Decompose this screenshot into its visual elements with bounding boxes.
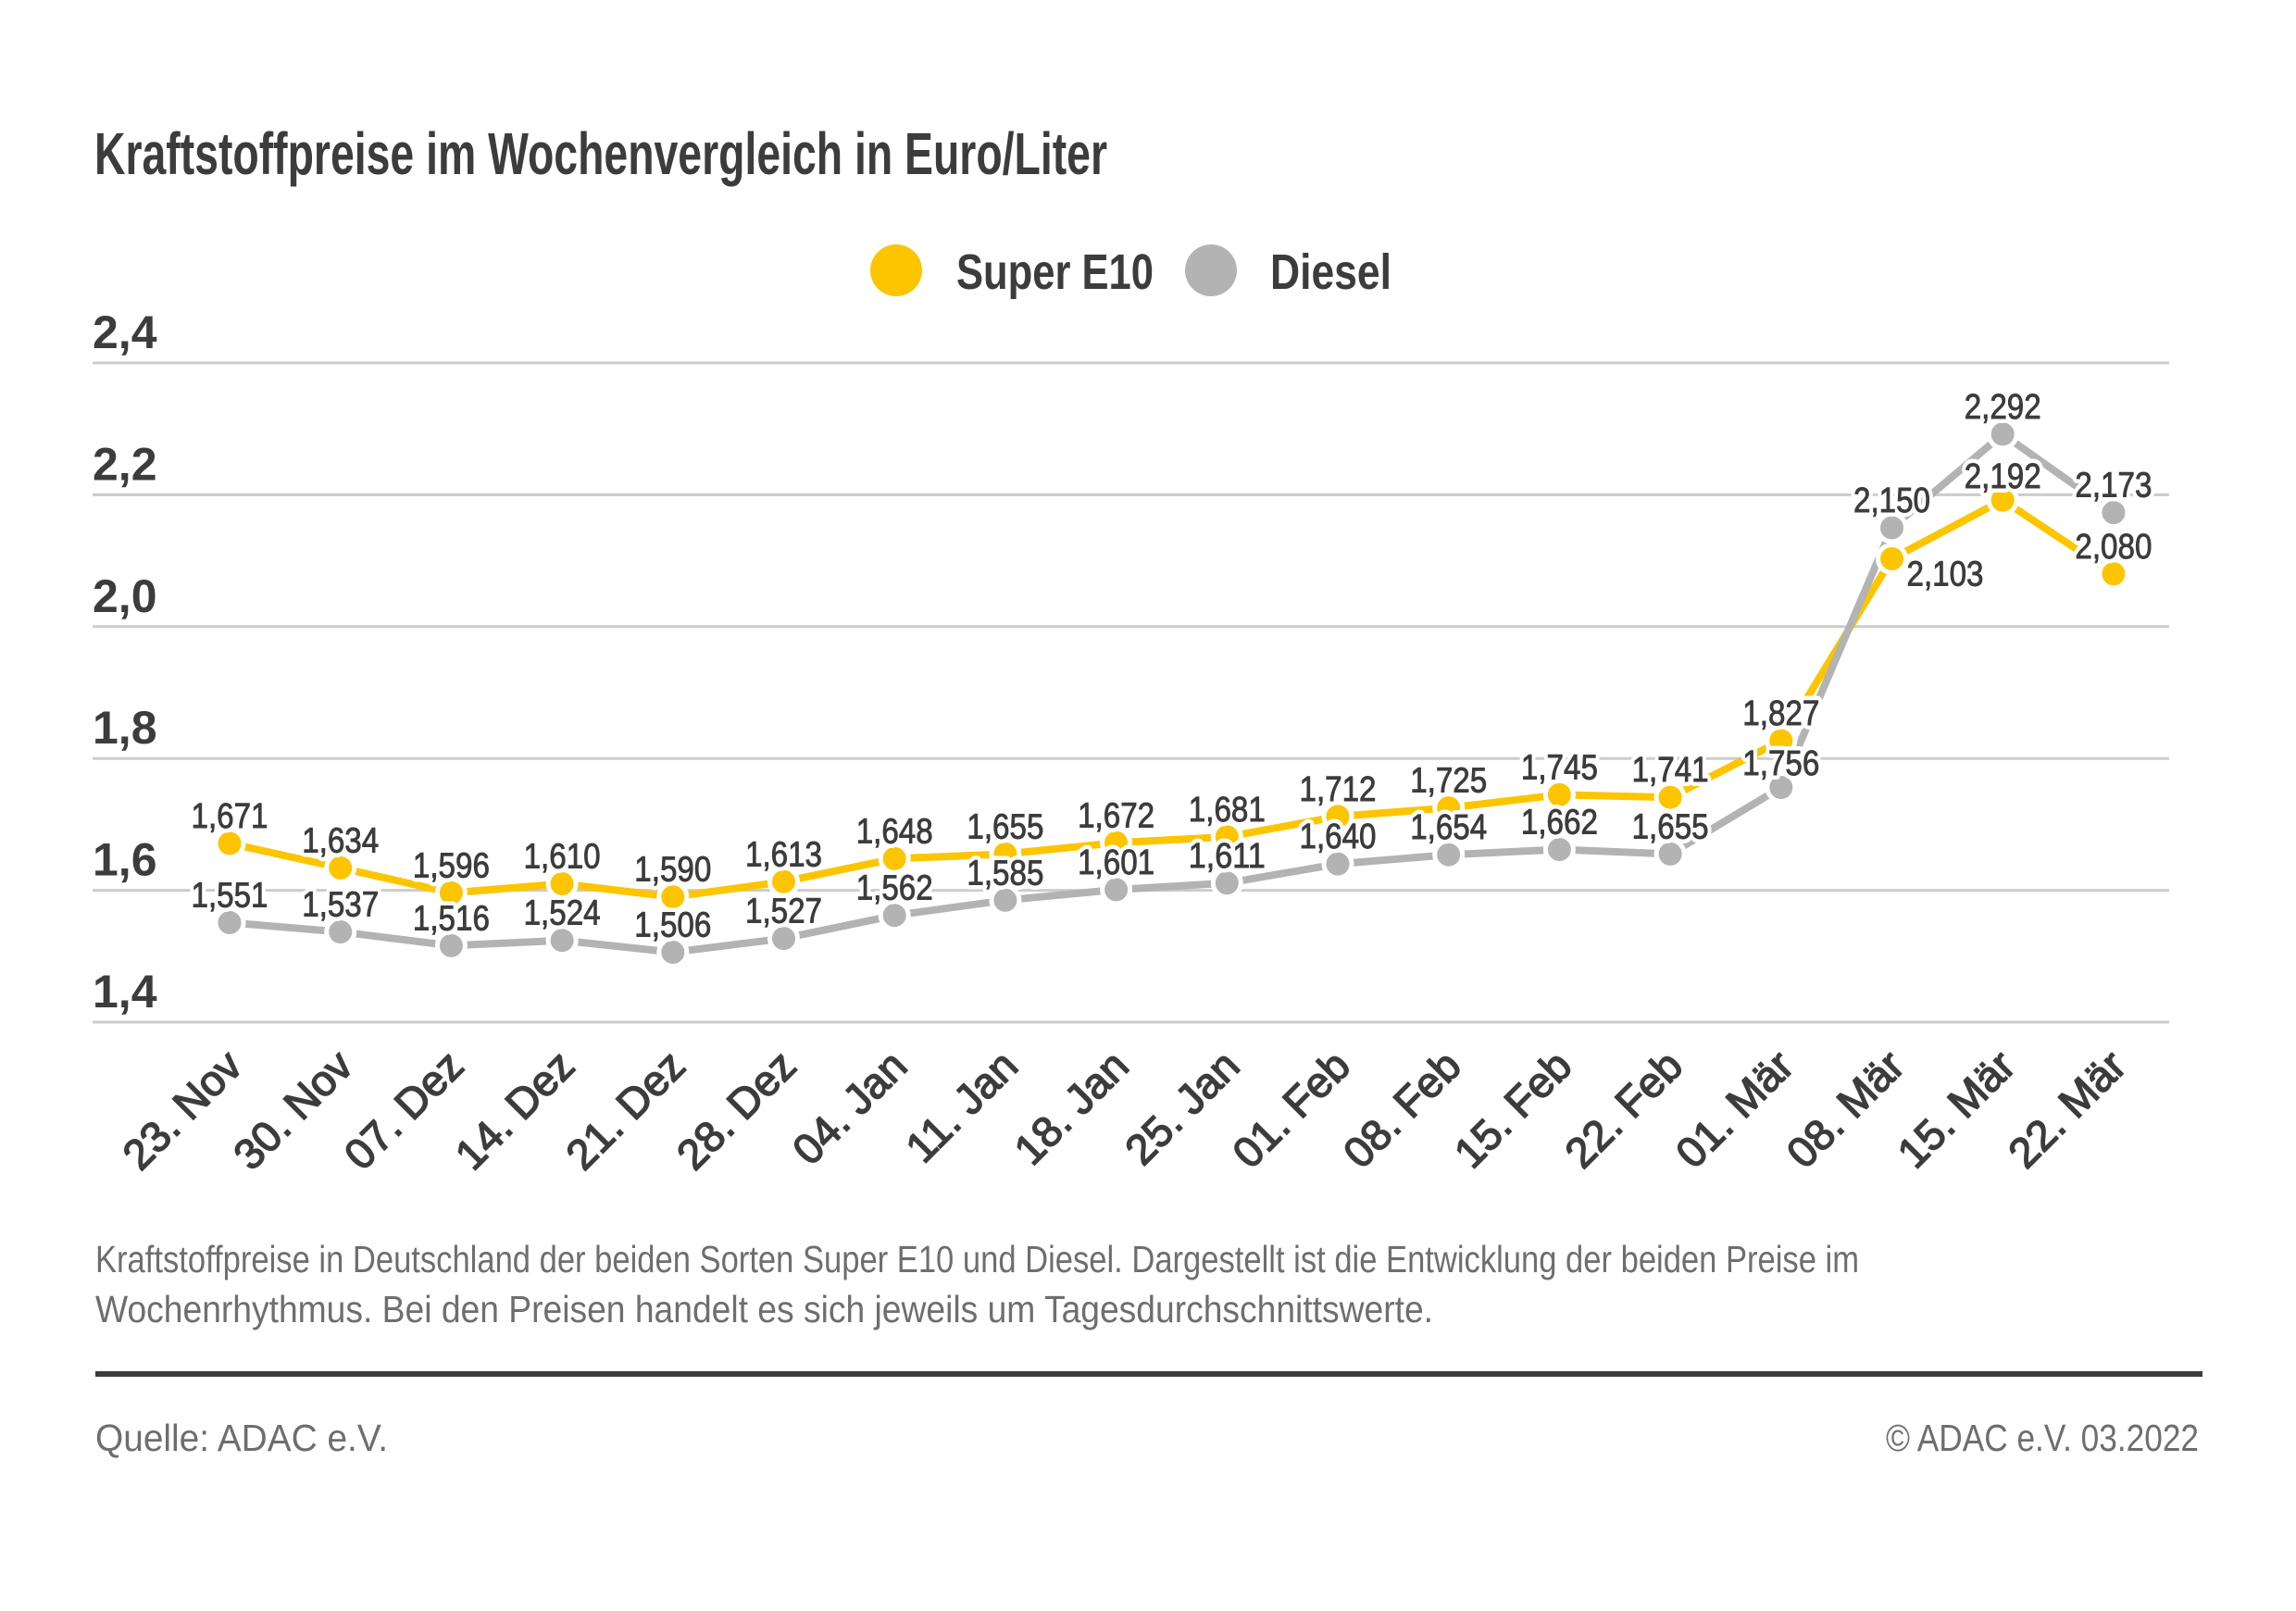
svg-text:2,192: 2,192 (1965, 457, 2041, 496)
svg-text:1,634: 1,634 (302, 821, 379, 860)
svg-text:1,551: 1,551 (192, 877, 268, 916)
svg-text:1,562: 1,562 (856, 869, 933, 908)
svg-text:1,725: 1,725 (1410, 762, 1487, 801)
svg-text:1,601: 1,601 (1078, 843, 1154, 882)
svg-text:1,506: 1,506 (634, 906, 711, 945)
svg-text:1,524: 1,524 (524, 894, 601, 933)
svg-text:2,080: 2,080 (2075, 528, 2152, 567)
svg-text:1,8: 1,8 (93, 702, 157, 754)
svg-text:1,610: 1,610 (524, 838, 601, 877)
svg-text:1,745: 1,745 (1521, 748, 1598, 787)
svg-text:2,150: 2,150 (1853, 481, 1930, 520)
svg-text:1,672: 1,672 (1078, 796, 1154, 835)
svg-text:1,611: 1,611 (1189, 837, 1266, 876)
svg-text:2,292: 2,292 (1965, 388, 2041, 427)
svg-text:1,6: 1,6 (93, 834, 157, 886)
svg-text:1,516: 1,516 (413, 899, 490, 938)
svg-text:1,712: 1,712 (1300, 770, 1377, 809)
svg-text:1,648: 1,648 (856, 812, 933, 851)
svg-text:2,292: 2,292 (1965, 388, 2041, 427)
svg-text:1,756: 1,756 (1742, 744, 1819, 783)
svg-text:2,173: 2,173 (2075, 467, 2152, 506)
svg-text:1,551: 1,551 (192, 877, 268, 916)
svg-text:1,527: 1,527 (745, 893, 822, 931)
svg-text:1,725: 1,725 (1410, 762, 1487, 801)
svg-text:1,671: 1,671 (192, 797, 268, 836)
svg-text:1,585: 1,585 (967, 854, 1043, 893)
svg-text:1,756: 1,756 (1742, 744, 1819, 783)
svg-text:1,827: 1,827 (1742, 694, 1819, 733)
svg-text:1,654: 1,654 (1410, 808, 1487, 847)
svg-text:1,611: 1,611 (1189, 837, 1266, 876)
svg-text:1,4: 1,4 (93, 966, 157, 1018)
svg-text:Super E10: Super E10 (956, 244, 1154, 300)
svg-text:1,610: 1,610 (524, 838, 601, 877)
svg-text:1,596: 1,596 (413, 846, 490, 885)
svg-text:2,080: 2,080 (2075, 528, 2152, 567)
svg-text:1,590: 1,590 (634, 851, 711, 890)
svg-text:1,596: 1,596 (413, 846, 490, 885)
svg-text:2,150: 2,150 (1853, 481, 1930, 520)
svg-text:1,655: 1,655 (967, 807, 1043, 846)
svg-text:2,0: 2,0 (93, 570, 157, 622)
svg-text:1,655: 1,655 (967, 807, 1043, 846)
svg-text:2,173: 2,173 (2075, 467, 2152, 506)
svg-text:1,654: 1,654 (1410, 808, 1487, 847)
svg-text:1,613: 1,613 (745, 835, 822, 874)
svg-text:Kraftstoffpreise in Deutschlan: Kraftstoffpreise in Deutschland der beid… (95, 1238, 1859, 1280)
svg-text:1,745: 1,745 (1521, 748, 1598, 787)
svg-text:Quelle: ADAC e.V.: Quelle: ADAC e.V. (95, 1417, 388, 1459)
svg-text:1,506: 1,506 (634, 906, 711, 945)
svg-text:1,662: 1,662 (1521, 804, 1598, 843)
svg-text:1,537: 1,537 (302, 886, 379, 925)
svg-text:1,662: 1,662 (1521, 804, 1598, 843)
svg-text:1,516: 1,516 (413, 899, 490, 938)
svg-text:1,655: 1,655 (1632, 807, 1709, 846)
svg-text:1,640: 1,640 (1300, 818, 1377, 856)
svg-text:1,712: 1,712 (1300, 770, 1377, 809)
svg-text:1,562: 1,562 (856, 869, 933, 908)
svg-text:© ADAC e.V. 03.2022: © ADAC e.V. 03.2022 (1886, 1417, 2199, 1459)
svg-text:2,2: 2,2 (93, 438, 157, 490)
svg-text:1,681: 1,681 (1189, 791, 1266, 830)
svg-text:2,103: 2,103 (1907, 556, 1984, 594)
svg-text:1,672: 1,672 (1078, 796, 1154, 835)
svg-text:1,634: 1,634 (302, 821, 379, 860)
svg-text:1,527: 1,527 (745, 893, 822, 931)
svg-text:1,601: 1,601 (1078, 843, 1154, 882)
svg-text:1,640: 1,640 (1300, 818, 1377, 856)
svg-text:1,590: 1,590 (634, 851, 711, 890)
svg-text:1,585: 1,585 (967, 854, 1043, 893)
svg-text:1,741: 1,741 (1632, 751, 1709, 790)
svg-text:2,103: 2,103 (1907, 556, 1984, 594)
svg-text:1,827: 1,827 (1742, 694, 1819, 733)
svg-text:1,655: 1,655 (1632, 807, 1709, 846)
svg-text:Diesel: Diesel (1270, 244, 1391, 300)
svg-text:1,681: 1,681 (1189, 791, 1266, 830)
svg-text:1,613: 1,613 (745, 835, 822, 874)
svg-text:Wochenrhythmus. Bei den Preise: Wochenrhythmus. Bei den Preisen handelt … (95, 1288, 1433, 1330)
svg-text:1,671: 1,671 (192, 797, 268, 836)
svg-text:1,741: 1,741 (1632, 751, 1709, 790)
svg-text:1,537: 1,537 (302, 886, 379, 925)
svg-text:2,4: 2,4 (93, 306, 157, 358)
svg-text:1,648: 1,648 (856, 812, 933, 851)
svg-text:Kraftstoffpreise im Wochenverg: Kraftstoffpreise im Wochenvergleich in E… (94, 120, 1107, 187)
svg-text:1,524: 1,524 (524, 894, 601, 933)
svg-text:2,192: 2,192 (1965, 457, 2041, 496)
